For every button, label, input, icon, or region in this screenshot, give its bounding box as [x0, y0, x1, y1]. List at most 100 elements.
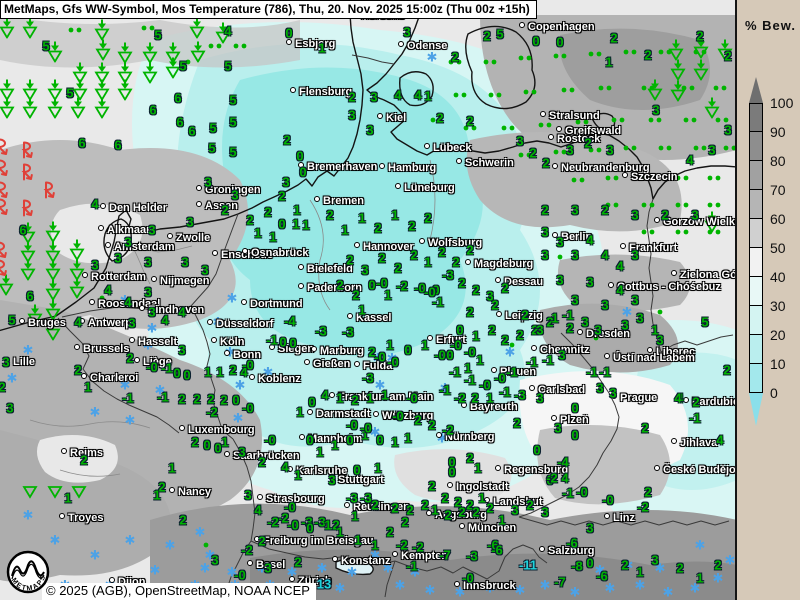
temperature-value: 2 [644, 47, 652, 63]
temperature-value: 3 [516, 133, 524, 149]
city-marker-icon [59, 513, 65, 519]
city-marker-icon [611, 393, 617, 399]
city-marker-icon [134, 357, 140, 363]
city-label: Fulda [354, 360, 392, 372]
temperature-value: -1 [689, 410, 701, 426]
temperature-value: 3 [554, 420, 562, 436]
temperature-value: 2 [486, 500, 494, 516]
city-marker-icon [74, 344, 80, 350]
temperature-value: 2 [371, 497, 379, 513]
temperature-value: 3 [621, 317, 629, 333]
city-label: Schwerin [456, 157, 514, 169]
temperature-value: 0 [279, 334, 287, 350]
snowflake-symbol: ✱ [372, 350, 384, 366]
temperature-value: 3 [566, 142, 574, 158]
colorbar-segment [749, 219, 763, 248]
city-marker-icon [398, 41, 404, 47]
shower-symbol [704, 211, 720, 234]
precip-dot-symbol [203, 542, 209, 548]
city-marker-icon [519, 22, 525, 28]
shower-symbol [117, 79, 133, 102]
shower-symbol [165, 57, 181, 80]
thunderstorm-symbol [0, 138, 10, 156]
snowflake-symbol: ✱ [6, 370, 18, 386]
temperature-value: 2 [332, 517, 340, 533]
temperature-value: 3 [708, 142, 716, 158]
city-label: Lübeck [424, 142, 472, 154]
shower-symbol [22, 17, 38, 40]
temperature-value: 2 [466, 497, 474, 513]
map-title: MetMaps, Gfs WW-Symbol, Mos Temperature … [0, 0, 537, 19]
snowflake-symbol: ✱ [454, 584, 466, 600]
temperature-value: 1 [478, 490, 486, 506]
temperature-value: 3 [601, 297, 609, 313]
city-label: Frankfurt [620, 242, 677, 254]
temperature-value: 3 [148, 304, 156, 320]
temperature-value: 3 [541, 247, 549, 263]
shower-symbol [69, 277, 85, 300]
city-label: Konstanz [332, 555, 391, 567]
city-label: Rotterdam [82, 271, 146, 283]
temperature-value: -6 [596, 568, 608, 584]
city-marker-icon [540, 111, 546, 117]
temperature-value: 2 [220, 392, 228, 408]
temperature-value: 4 [674, 390, 682, 406]
shower-symbol [22, 97, 38, 120]
shower-symbol [69, 259, 85, 282]
colorbar-tick-label: 60 [770, 211, 786, 227]
shower-symbol [0, 17, 15, 40]
city-label: Prague [611, 392, 657, 404]
temperature-value: 0 [448, 464, 456, 480]
temperature-value: -4 [284, 313, 296, 329]
temperature-value: 4 [586, 232, 594, 248]
city-marker-icon [241, 299, 247, 305]
temperature-value: 1 [424, 88, 432, 104]
snowflake-symbol: ✱ [386, 350, 398, 366]
temperature-value: 2 [378, 250, 386, 266]
temperature-value: -7 [439, 547, 451, 563]
temperature-value: 4 [394, 87, 402, 103]
snowflake-symbol: ✱ [621, 304, 633, 320]
temperature-value: 2 [126, 350, 134, 366]
temperature-value: 3 [609, 385, 617, 401]
colorbar-tick-label: 90 [770, 124, 786, 140]
city-label: Kempten [392, 550, 448, 562]
drizzle-symbol [611, 117, 625, 123]
snowflake-symbol: ✱ [539, 577, 551, 593]
snowflake-symbol: ✱ [439, 380, 451, 396]
temperature-value: 3 [282, 174, 290, 190]
drizzle-symbol [501, 125, 515, 131]
temperature-value: 2 [610, 30, 618, 46]
temperature-value: -4 [557, 454, 569, 470]
drizzle-symbol [715, 117, 729, 123]
city-label: Hamburg [379, 162, 436, 174]
drizzle-symbol [641, 85, 655, 91]
colorbar-tick-label: 40 [770, 269, 786, 285]
temperature-value: -0 [146, 359, 158, 375]
thunderstorm-symbol [21, 141, 35, 159]
drizzle-symbol [641, 175, 655, 181]
temperature-value: 3 [403, 24, 411, 40]
temperature-value: 3 [536, 390, 544, 406]
cloud-cover-colorbar: % Bew. 100 90 80 70 60 50 40 30 20 10 0 [737, 0, 800, 600]
city-label: Dessau [495, 276, 543, 288]
temperature-value: 2 [193, 391, 201, 407]
snowflake-symbol: ✱ [149, 562, 161, 578]
temperature-value: 2 [368, 344, 376, 360]
precip-dot-symbol [593, 335, 599, 341]
city-marker-icon [683, 397, 689, 403]
snowflake-symbol: ✱ [426, 49, 438, 65]
city-label: Rostock [548, 133, 600, 145]
temperature-value: 4 [91, 196, 99, 212]
city-label: Zielona Góra [671, 269, 735, 281]
drizzle-symbol [588, 147, 602, 153]
city-marker-icon [539, 546, 545, 552]
city-marker-icon [454, 581, 460, 587]
colorbar-tick-label: 100 [770, 95, 794, 111]
city-marker-icon [109, 577, 115, 583]
city-marker-icon [211, 337, 217, 343]
shower-symbol [117, 62, 133, 85]
colorbar-tick-label: 30 [770, 298, 786, 314]
temperature-value: 3 [651, 552, 659, 568]
snowflake-symbol: ✱ [654, 560, 666, 576]
